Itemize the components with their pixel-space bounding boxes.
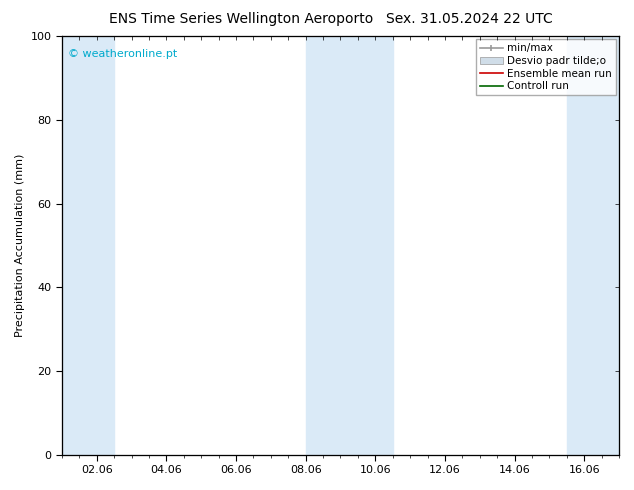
Bar (62, 36, 114, 455)
Text: © weatheronline.pt: © weatheronline.pt (68, 49, 177, 59)
Text: ENS Time Series Wellington Aeroporto: ENS Time Series Wellington Aeroporto (109, 12, 373, 26)
Y-axis label: Precipitation Accumulation (mm): Precipitation Accumulation (mm) (15, 154, 25, 337)
Bar (567, 36, 619, 455)
Legend: min/max, Desvio padr tilde;o, Ensemble mean run, Controll run: min/max, Desvio padr tilde;o, Ensemble m… (476, 39, 616, 96)
Text: Sex. 31.05.2024 22 UTC: Sex. 31.05.2024 22 UTC (385, 12, 553, 26)
Bar (306, 36, 392, 455)
